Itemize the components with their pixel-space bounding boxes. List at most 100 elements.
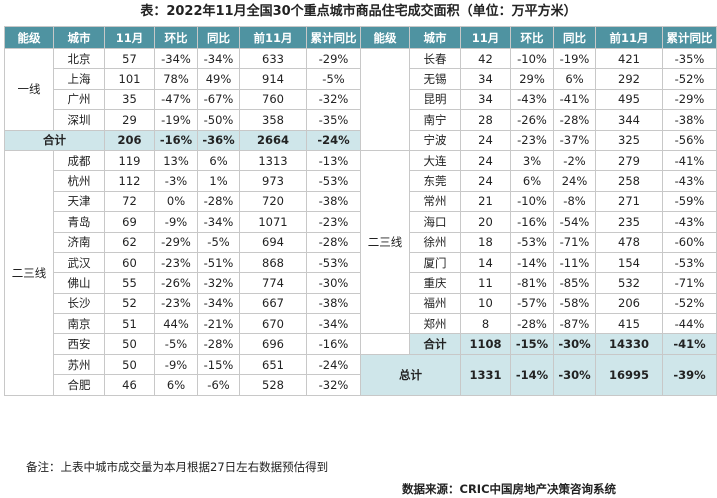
table-cell: -81% — [510, 272, 554, 294]
table-cell: 佛山 — [53, 272, 105, 294]
table-cell: 1313 — [239, 149, 307, 172]
table-cell: 421 — [595, 47, 663, 70]
table-cell: 1108 — [460, 333, 511, 355]
table-cell: 2664 — [239, 129, 307, 151]
table-cell: 24 — [460, 170, 511, 192]
table-row: 合肥 46 6% -6% 528 -32% — [5, 374, 717, 396]
table-cell: -3% — [154, 170, 198, 192]
table-cell: -24% — [306, 353, 361, 376]
table-cell: 18 — [460, 231, 511, 253]
table-cell: -29% — [662, 88, 717, 111]
table-cell: -52% — [662, 68, 717, 90]
table-cell: 279 — [595, 149, 663, 172]
table-cell: 57 — [104, 47, 155, 70]
table-cell: -35% — [306, 109, 361, 131]
table-cell: 868 — [239, 251, 307, 274]
tier-label-empty — [360, 48, 410, 151]
table-cell: -44% — [662, 313, 717, 335]
table-cell: -30% — [553, 353, 596, 396]
table-cell: 南宁 — [409, 109, 461, 131]
table-cell: 0% — [154, 190, 198, 213]
table-cell: 苏州 — [53, 353, 105, 376]
table-cell: 720 — [239, 190, 307, 213]
table-cell: 1071 — [239, 211, 307, 233]
table-cell: -53% — [306, 170, 361, 192]
table-cell: -21% — [197, 313, 240, 335]
header-cell: 11月 — [460, 26, 511, 49]
table-cell: 667 — [239, 292, 307, 315]
table-cell: -28% — [306, 231, 361, 253]
table-cell: 6% — [197, 149, 240, 172]
table-cell: -9% — [154, 353, 198, 376]
table-cell: -13% — [306, 149, 361, 172]
header-cell: 累计同比 — [306, 26, 361, 49]
table-cell: 大连 — [409, 149, 461, 172]
table-cell: 29 — [104, 109, 155, 131]
table-cell: -57% — [510, 292, 554, 315]
table-cell: 长春 — [409, 47, 461, 70]
table-cell: -15% — [510, 333, 554, 355]
table-cell: 72 — [104, 190, 155, 213]
table-cell: 50 — [104, 353, 155, 376]
table-cell: -41% — [662, 149, 717, 172]
table-cell: -16% — [306, 333, 361, 355]
table-cell: 101 — [104, 68, 155, 90]
table-cell: 济南 — [53, 231, 105, 253]
data-source: 数据来源：CRIC中国房地产决策咨询系统 — [402, 482, 617, 496]
header-cell: 环比 — [510, 26, 554, 49]
table-cell: 福州 — [409, 292, 461, 315]
table-cell: -6% — [197, 374, 240, 396]
table-cell: 774 — [239, 272, 307, 294]
table-cell: 325 — [595, 129, 663, 151]
table-cell: -50% — [197, 109, 240, 131]
table-cell: -5% — [306, 68, 361, 90]
sum-label: 合计 — [409, 333, 461, 355]
table-cell: 1331 — [460, 353, 511, 396]
table-cell: -59% — [662, 190, 717, 213]
table-cell: -16% — [154, 129, 198, 151]
table-cell: 24 — [460, 149, 511, 172]
table-cell: -52% — [662, 292, 717, 315]
table-cell: -41% — [662, 333, 717, 355]
table-cell: 696 — [239, 333, 307, 355]
table-cell: -71% — [662, 272, 717, 294]
table-row: 佛山 55 -26% -32% 774 -30% 重庆 11 -81% -85% 532 -71% — [5, 272, 717, 294]
table-cell: -26% — [154, 272, 198, 294]
table-cell: -37% — [553, 129, 596, 151]
table-cell: -19% — [553, 47, 596, 70]
table-cell: -34% — [306, 313, 361, 335]
header-cell: 11月 — [104, 26, 155, 49]
table-cell: -56% — [662, 129, 717, 151]
table-cell: -32% — [306, 374, 361, 396]
table-cell: 宁波 — [409, 129, 461, 151]
table-cell: 6% — [510, 170, 554, 192]
header-cell: 前11月 — [595, 26, 663, 49]
table-cell: -32% — [197, 272, 240, 294]
table-cell: 973 — [239, 170, 307, 192]
table-cell: -43% — [662, 170, 717, 192]
table-cell: 694 — [239, 231, 307, 253]
header-cell: 前11月 — [239, 26, 307, 49]
table-row: 深圳 29 -19% -50% 358 -35% 南宁 28 -26% -28% 344 -38% — [5, 109, 717, 131]
table-cell: 3% — [510, 149, 554, 172]
table-cell: 29% — [510, 68, 554, 90]
table-cell: -32% — [306, 88, 361, 111]
table-cell: -26% — [510, 109, 554, 131]
housing-transaction-table: 能级 城市 11月 环比 同比 前11月 累计同比 能级 城市 11月 环比 同… — [4, 26, 717, 396]
table-cell: 119 — [104, 149, 155, 172]
table-cell: 28 — [460, 109, 511, 131]
table-cell: 东莞 — [409, 170, 461, 192]
table-cell: -28% — [197, 190, 240, 213]
table-cell: -10% — [510, 47, 554, 70]
table-cell: -53% — [306, 251, 361, 274]
table-cell: 154 — [595, 251, 663, 274]
table-cell: 344 — [595, 109, 663, 131]
table-cell: 112 — [104, 170, 155, 192]
table-row: 武汉 60 -23% -51% 868 -53% 厦门 14 -14% -11% 154 -53% — [5, 251, 717, 274]
table-cell: 20 — [460, 211, 511, 233]
table-cell: 重庆 — [409, 272, 461, 294]
table-cell: -23% — [154, 292, 198, 315]
table-cell: -60% — [662, 231, 717, 253]
table-cell: 21 — [460, 190, 511, 213]
table-cell: 武汉 — [53, 251, 105, 274]
